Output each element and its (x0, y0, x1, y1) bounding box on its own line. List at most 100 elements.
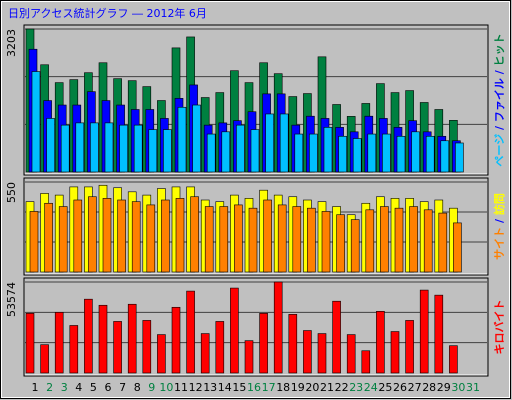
bar (54, 312, 64, 374)
x-tick-label: 3 (61, 381, 68, 394)
x-tick-label: 14 (218, 381, 232, 394)
bar (323, 127, 333, 173)
legend-entry: サイト (493, 227, 506, 260)
bar (294, 133, 304, 173)
bar (396, 135, 406, 173)
bar (46, 118, 55, 173)
bar (98, 304, 108, 374)
bar (40, 344, 49, 374)
x-tick-label: 12 (189, 381, 203, 394)
bar (367, 133, 377, 173)
legend-separator: / (493, 215, 506, 227)
x-tick-label: 24 (364, 381, 378, 394)
bar (206, 133, 216, 173)
bar (163, 129, 172, 173)
bar (382, 133, 391, 173)
bar (303, 330, 312, 374)
y-tick-label: 53574 (5, 282, 18, 317)
bar (423, 209, 433, 273)
bar (394, 207, 404, 273)
bar (265, 113, 274, 173)
bar (230, 287, 239, 374)
bar (338, 135, 347, 173)
bar (69, 325, 79, 374)
bar (84, 298, 93, 374)
bar (234, 204, 243, 273)
bar (157, 334, 166, 374)
bar (44, 202, 53, 273)
bar (277, 204, 287, 273)
bar (29, 211, 39, 273)
bar (161, 199, 170, 273)
legend: ページ / ファイル / ヒット (493, 33, 506, 166)
bar (142, 320, 152, 374)
x-tick-label: 27 (408, 381, 422, 394)
bar (186, 290, 195, 374)
bar (350, 219, 360, 273)
x-tick-label: 4 (75, 381, 82, 394)
x-tick-label: 8 (134, 381, 141, 394)
bar (73, 199, 83, 273)
bar (263, 199, 272, 273)
x-tick-label: 21 (320, 381, 334, 394)
bar (236, 124, 245, 173)
x-tick-label: 19 (291, 381, 305, 394)
x-tick-label: 15 (232, 381, 246, 394)
legend-entry: 訪問 (492, 193, 506, 215)
bar (455, 142, 464, 173)
bar (117, 199, 126, 273)
x-tick-label: 10 (159, 381, 173, 394)
x-tick-label: 26 (393, 381, 407, 394)
legend: キロバイト (493, 300, 506, 355)
bar (273, 281, 283, 374)
bar (434, 294, 444, 374)
bar (259, 313, 268, 374)
bar (352, 138, 362, 173)
bar (405, 320, 414, 374)
legend-entry: ヒット (493, 33, 506, 66)
bar (200, 333, 210, 374)
bar (438, 212, 448, 273)
bar (127, 303, 137, 374)
bar (244, 340, 254, 374)
bar (133, 124, 143, 173)
x-tick-label: 28 (422, 381, 436, 394)
bar (177, 106, 187, 173)
x-tick-label: 1 (32, 381, 39, 394)
chart-title: 日別アクセス統計グラフ ― 2012年 6月 (8, 6, 207, 20)
legend-entry: キロバイト (493, 300, 506, 355)
bar (58, 206, 68, 273)
bar (419, 289, 429, 374)
bar (60, 124, 70, 173)
bar (75, 122, 85, 173)
bar (119, 124, 128, 173)
bar (317, 333, 327, 374)
bar (332, 300, 341, 374)
bar (288, 314, 298, 374)
x-tick-label: 6 (105, 381, 112, 394)
bar (248, 207, 258, 273)
x-tick-label: 7 (119, 381, 126, 394)
bar (25, 313, 35, 374)
bar (204, 206, 214, 273)
bar (321, 211, 331, 273)
x-tick-label: 5 (90, 381, 97, 394)
bar (146, 204, 156, 273)
bar (219, 206, 229, 273)
bar (190, 196, 199, 273)
bar (88, 196, 97, 273)
bar (148, 129, 158, 173)
bar (292, 206, 302, 273)
x-tick-label: 25 (378, 381, 392, 394)
bar (361, 350, 371, 374)
bar (440, 140, 450, 173)
bar (307, 207, 316, 273)
legend-separator: / (493, 122, 506, 134)
bar (131, 201, 141, 273)
bar (31, 71, 41, 173)
bar (449, 345, 458, 374)
bar (376, 311, 385, 374)
y-tick-label: 3203 (5, 29, 18, 57)
